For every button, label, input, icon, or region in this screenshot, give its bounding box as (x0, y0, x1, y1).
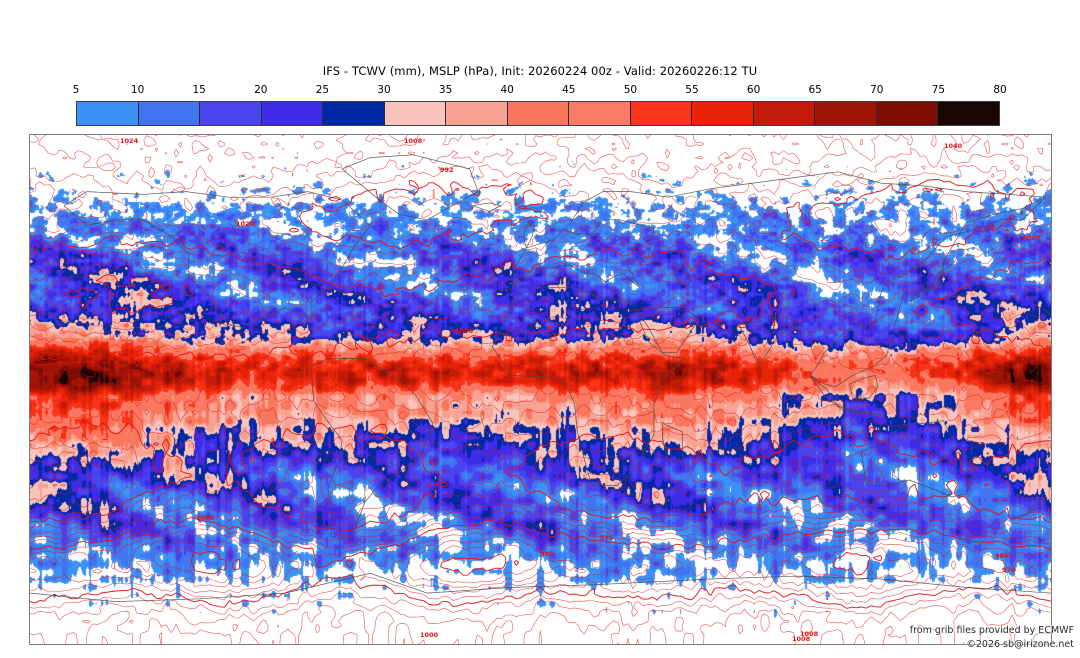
mslp-contour-label: 1000 (196, 514, 215, 522)
colorbar-band-35-40 (446, 102, 508, 125)
colorbar-band-50-55 (630, 102, 693, 125)
colorbar-band-30-35 (384, 102, 447, 125)
colorbar-tick-50: 50 (623, 84, 638, 96)
colorbar-band-75-80 (938, 102, 999, 125)
mslp-contour-label: 1040 (944, 142, 963, 150)
map-line (30, 189, 1051, 605)
mslp-contour-label: 984 (995, 552, 1009, 560)
colorbar-tick-30: 30 (377, 84, 391, 96)
map-line (30, 135, 1051, 644)
map-line (30, 250, 1051, 520)
colorbar-tick-5: 5 (72, 84, 80, 96)
map-line (472, 202, 502, 212)
map-line (341, 154, 479, 221)
colorbar-tick-65: 65 (808, 84, 822, 96)
map-line (63, 191, 371, 328)
colorbar-tick-70: 70 (870, 84, 884, 96)
mslp-contour-label: 1008 (800, 630, 819, 638)
map-line (30, 179, 1051, 609)
colorbar-tick-45: 45 (562, 84, 576, 96)
colorbar-band-70-75 (876, 102, 939, 125)
mslp-contour-layer: 1024 1008 992 1040 1020 1020 1008 1000 980 976 984… (30, 135, 1051, 644)
colorbar-band-15-20 (200, 102, 262, 125)
map-line (908, 261, 953, 303)
mslp-contour-label: 980 (540, 550, 554, 558)
map-line (662, 423, 683, 461)
map-line (568, 171, 1047, 388)
mslp-contour-label: 1020 (1022, 234, 1041, 242)
map-line (860, 420, 975, 498)
colorbar-band-40-45 (507, 102, 570, 125)
map-line (511, 219, 655, 288)
colorbar-band-60-65 (753, 102, 816, 125)
map-line (849, 374, 879, 399)
map-line (30, 572, 1051, 602)
copyright-note: ©2026 sb@irizone.net (966, 639, 1074, 650)
colorbar-tick-10: 10 (130, 84, 145, 96)
map-line (310, 358, 434, 540)
colorbar-band-20-25 (261, 102, 324, 125)
colorbar-tick-20: 20 (254, 84, 268, 96)
colorbar: 5 10 15 20 25 30 35 40 45 50 55 60 65 70 75 80 (72, 84, 1007, 130)
page-title: IFS - TCWV (mm), MSLP (hPa), Init: 20260… (322, 64, 758, 78)
mslp-contour-label: 976 (1002, 566, 1016, 574)
map-line (491, 287, 686, 486)
mslp-contour-label: 1008 (792, 635, 811, 643)
map-line (523, 225, 536, 249)
colorbar-tick-labels: 5 10 15 20 25 30 35 40 45 50 55 60 65 70 75 80 (72, 84, 1007, 98)
map-line (30, 135, 1051, 644)
mslp-contour-label: 1000 (420, 631, 439, 639)
mslp-contour-label: 992 (440, 166, 454, 174)
map-line (673, 262, 692, 286)
map-line (738, 318, 802, 368)
colorbar-tick-60: 60 (746, 84, 761, 96)
map-line (30, 164, 1051, 617)
map-line (1011, 496, 1046, 520)
map-line (30, 264, 1051, 505)
map-line (636, 307, 700, 354)
mslp-contour-label: 1008 (404, 137, 423, 145)
map-panel[interactable]: 1024 1008 992 1040 1020 1020 1008 1000 980 976 984… (29, 134, 1052, 645)
colorbar-tick-15: 15 (192, 84, 206, 96)
colorbar-band-10-15 (138, 102, 201, 125)
mslp-contour-label: 976 (600, 534, 614, 542)
map-line (30, 205, 1051, 597)
map-line (809, 375, 881, 416)
colorbar-band-5-10 (77, 102, 139, 125)
colorbar-tick-35: 35 (438, 84, 453, 96)
mslp-contour-label: 1024 (120, 137, 139, 145)
map-line (30, 235, 1051, 532)
colorbar-tick-80: 80 (993, 84, 1007, 96)
map-line (30, 135, 1051, 632)
colorbar-tick-25: 25 (315, 84, 330, 96)
map-line (191, 551, 901, 576)
source-note: from grib files provided by ECMWF (909, 625, 1074, 636)
mslp-contour-label: 1008 (455, 327, 474, 335)
map-line (131, 292, 143, 300)
colorbar-band-65-70 (815, 102, 877, 125)
map-line (30, 534, 1051, 590)
map-line (30, 243, 1051, 527)
map-line (53, 274, 194, 315)
colorbar-tick-55: 55 (685, 84, 699, 96)
colorbar-band-25-30 (323, 102, 385, 125)
mslp-contour-label: 1020 (236, 220, 255, 228)
colorbar-bands (76, 101, 1000, 126)
colorbar-band-45-50 (569, 102, 631, 125)
colorbar-tick-40: 40 (500, 84, 514, 96)
colorbar-band-55-60 (692, 102, 754, 125)
map-line (30, 258, 1051, 515)
colorbar-tick-75: 75 (931, 84, 946, 96)
